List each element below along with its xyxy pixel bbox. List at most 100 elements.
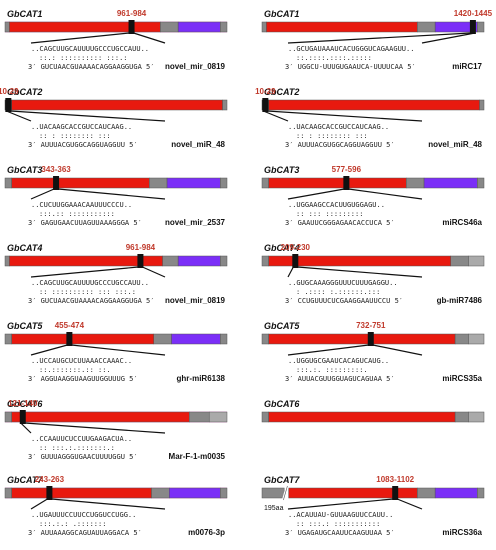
bar-segment xyxy=(479,99,485,111)
bar-segment xyxy=(169,487,221,499)
site-position: 961-984 xyxy=(117,9,147,18)
zoom-line xyxy=(71,344,166,356)
gene-name: GbCAT7 xyxy=(264,475,300,485)
zoom-line xyxy=(287,498,394,510)
bar-segment xyxy=(171,333,221,345)
bar-segment xyxy=(266,21,418,33)
base-pairing: :::.:. :::::::::. xyxy=(296,366,368,374)
zoom-line xyxy=(267,110,423,122)
zoom-line xyxy=(142,266,166,278)
zoom-line xyxy=(30,188,55,200)
bar-segment xyxy=(4,255,10,267)
zoom-line xyxy=(372,344,423,356)
axis-break xyxy=(283,485,288,501)
mrna-sequence: ..UGAUUUCCUUCCUGGUCCUGG.. xyxy=(31,511,136,519)
panel-gbcat3-left: GbCAT3 343-363..CUCUUGGAAACAAUUUCCCU..:::… xyxy=(4,165,228,227)
panel-gbcat6-left: GbCAT6121-140..CCAAUUCUCCUUGAAGACUA..:: … xyxy=(4,399,228,461)
gene-name: GbCAT2 xyxy=(7,87,42,97)
mrna-sequence: ..CAGCUUGCAUUUUGCCCUGCCAUU.. xyxy=(31,45,149,53)
mrna-sequence: ..UCCAUGCUCUUAAACCAAAC.. xyxy=(31,357,132,365)
bar-segment xyxy=(177,255,221,267)
panel-gbcat4-left: GbCAT4 961-984 ..CAGCUUGCAUUUUGCCCUGCCAUU.… xyxy=(4,243,228,305)
base-pairing: :: : :::::::: ::: xyxy=(296,132,368,140)
mrna-sequence: ..GUGCAAAGGGUUUCUUUGAGGU.. xyxy=(288,279,398,287)
mirna-name: m0076-3p xyxy=(188,528,225,537)
mirna-sequence: 3′ AUUUACGUGGCAGGUAGGUU 5′ xyxy=(28,141,138,149)
site-position: 455-474 xyxy=(55,321,85,330)
base-pairing: ::.:::::::.:: ::. xyxy=(39,366,111,374)
bar-segment xyxy=(4,411,12,423)
mirna-name: novel_mir_0819 xyxy=(165,296,226,305)
site-position: 243-263 xyxy=(35,475,65,484)
bar-segment xyxy=(177,21,221,33)
panel-gbcat1-left: GbCAT1 961-984 ..CAGCUUGCAUUUUGCCCUGCCAUU.… xyxy=(4,9,228,71)
mirna-sequence: 3′ CCUGUUUCUCGAAGGAAUUCCU 5′ xyxy=(285,297,403,305)
bar-segment xyxy=(11,177,150,189)
zoom-line xyxy=(297,266,423,278)
zoom-line xyxy=(30,498,48,510)
mirna-sequence: 3′ GUCUAACGUAAAACAGGAAGGUGA 5′ xyxy=(28,297,154,305)
length-note: 195aa xyxy=(264,505,284,512)
bar-segment xyxy=(450,255,469,267)
bar-segment xyxy=(11,333,154,345)
panel-gbcat5-right: GbCAT5 732-751..UGGUGCGAAUCACAGUCAUG..:::… xyxy=(261,321,485,383)
mirna-sequence: 3′ AUUACGUUGGUAGUCAGUAA 5′ xyxy=(285,375,395,383)
mirna-name: novel_mir_0819 xyxy=(165,62,226,71)
bar-segment xyxy=(166,177,221,189)
bar-segment xyxy=(4,487,12,499)
bar-segment xyxy=(454,333,469,345)
site-position: 209-230 xyxy=(281,243,311,252)
bar-segment xyxy=(268,99,480,111)
site-position: 961-984 xyxy=(126,243,156,252)
target-site-marker xyxy=(292,254,299,268)
bar-segment xyxy=(261,21,267,33)
target-site-marker xyxy=(46,486,53,500)
gene-name: GbCAT6 xyxy=(7,399,43,409)
zoom-line xyxy=(287,266,294,278)
base-pairing: ::.: :::::::::: :::.: xyxy=(39,54,128,62)
bar-segment xyxy=(423,177,478,189)
site-position: 577-596 xyxy=(332,165,362,174)
site-position: 10-29 xyxy=(0,87,19,96)
site-position: 1083-1102 xyxy=(376,475,414,484)
mirna-sequence: 3′ GUCUAACGUAAAACAGGAAGGUGA 5′ xyxy=(28,63,154,71)
bar-segment xyxy=(9,21,161,33)
mirna-name: ghr-miR6138 xyxy=(177,374,226,383)
gene-name: GbCAT4 xyxy=(7,243,42,253)
gene-name: GbCAT1 xyxy=(264,9,299,19)
bar-segment xyxy=(220,487,228,499)
target-site-marker xyxy=(5,98,12,112)
base-pairing: :::.:.: .::::::: xyxy=(39,520,106,528)
bar-segment xyxy=(268,411,456,423)
gene-name: GbCAT5 xyxy=(7,321,43,331)
gene-name: GbCAT3 xyxy=(7,165,42,175)
zoom-line xyxy=(421,32,476,44)
bar-segment xyxy=(417,21,436,33)
bar-segment xyxy=(11,487,152,499)
mrna-sequence: ..CUCUUGGAAACAAUUUCCCU.. xyxy=(31,201,132,209)
mrna-sequence: ..GCUGAUAAAUCACUGGGUCAGAAGUU.. xyxy=(288,45,414,53)
gene-name: GbCAT5 xyxy=(264,321,300,331)
bar-segment xyxy=(149,177,168,189)
target-site-marker xyxy=(469,20,476,34)
bar-segment xyxy=(261,177,269,189)
bar-segment xyxy=(153,333,172,345)
bar-segment xyxy=(220,255,228,267)
bar-segment xyxy=(454,411,469,423)
bar-segment xyxy=(261,487,285,499)
mrna-sequence: ..UGGAAGCCACUUGUGGAGU.. xyxy=(288,201,385,209)
bar-segment xyxy=(261,255,269,267)
site-position: 343-363 xyxy=(41,165,71,174)
mrna-sequence: ..UACAAGCACCGUCCAUCAAG.. xyxy=(31,123,132,131)
bar-segment xyxy=(468,255,485,267)
gene-name: GbCAT7 xyxy=(7,475,43,485)
bar-segment xyxy=(417,487,436,499)
mrna-sequence: ..ACAUUAU-GUUAAGUUCCAUU.. xyxy=(288,511,393,519)
bar-segment xyxy=(477,177,485,189)
panel-gbcat5-left: GbCAT5 455-474..UCCAUGCUCUUAAACCAAAC..::.… xyxy=(4,321,228,383)
bar-segment xyxy=(468,411,485,423)
target-site-marker xyxy=(128,20,135,34)
